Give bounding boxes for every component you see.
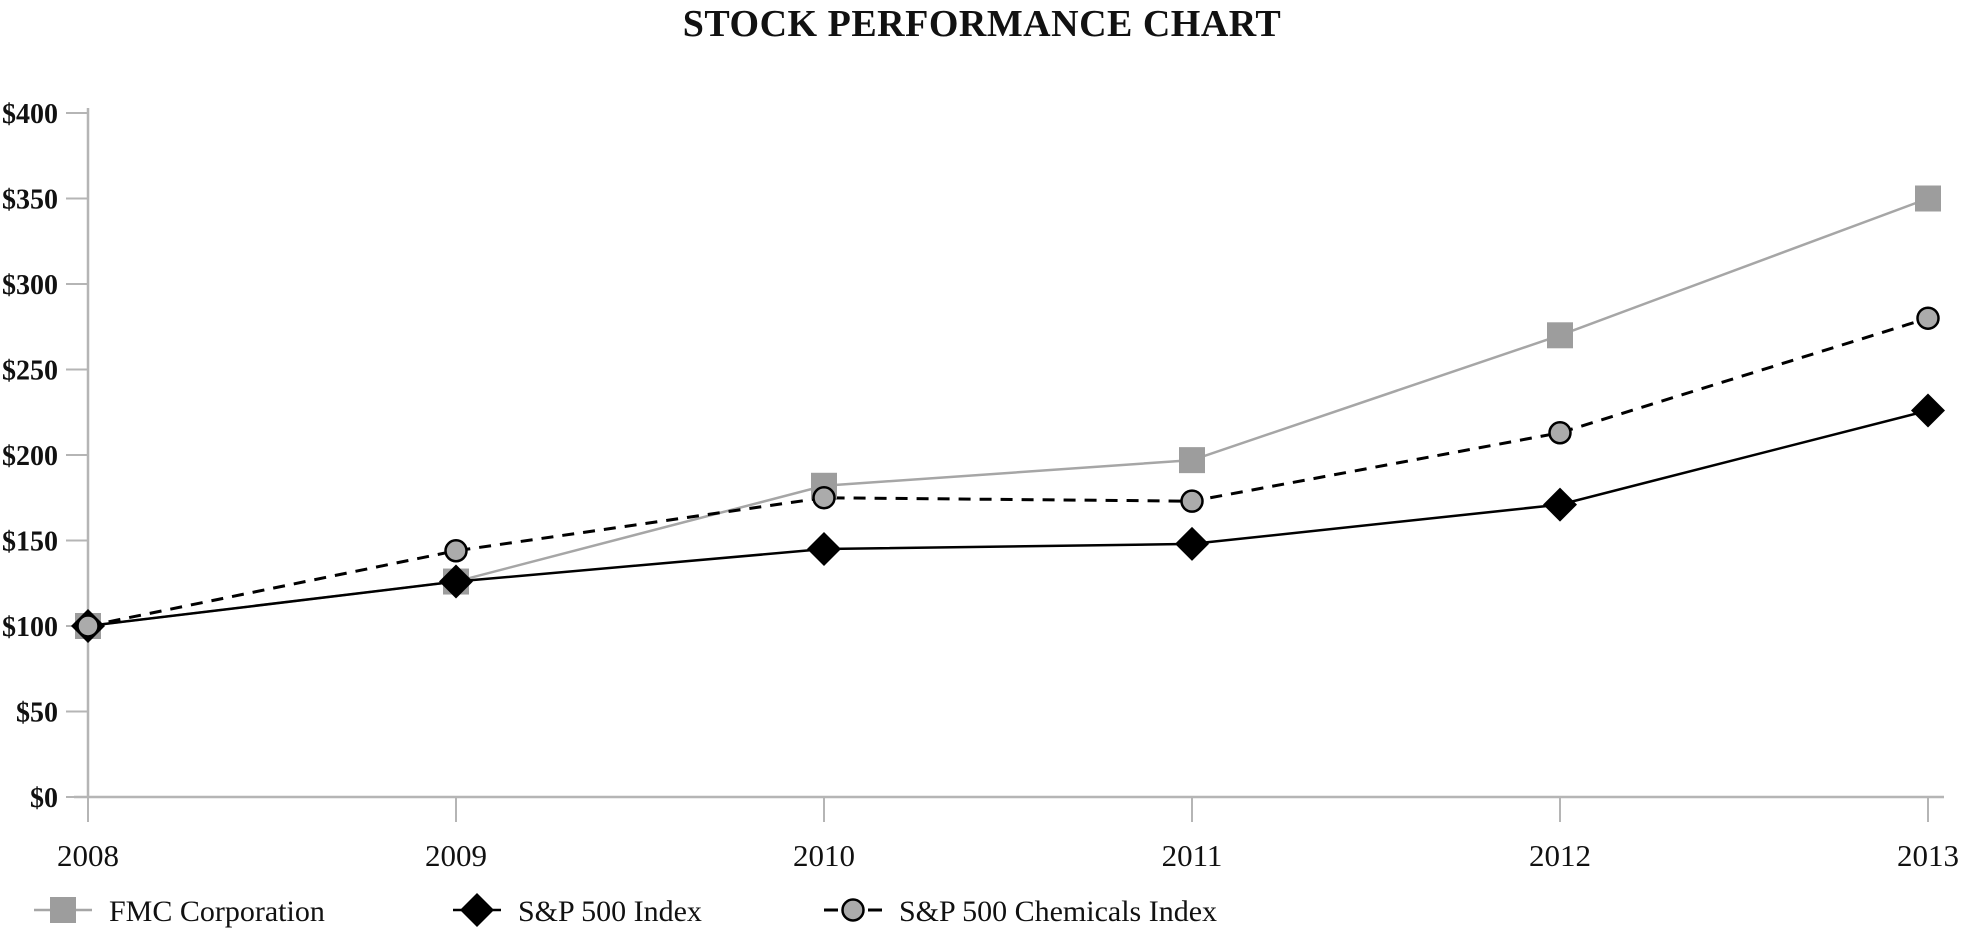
marker-diamond (439, 564, 473, 599)
x-tick-label: 2008 (57, 838, 119, 873)
x-tick-label: 2012 (1529, 838, 1591, 873)
x-tick-label: 2013 (1897, 838, 1959, 873)
x-tick-label: 2009 (425, 838, 487, 873)
marker-diamond (1175, 526, 1209, 561)
marker-diamond (1543, 487, 1577, 522)
y-tick-label: $100 (2, 612, 58, 643)
fmc-square-marker-icon (34, 891, 92, 934)
marker-diamond (1911, 393, 1945, 428)
y-tick-label: $400 (2, 99, 58, 130)
legend-item-sp500-index: S&P 500 Index (453, 891, 702, 934)
sp500-diamond-marker-icon (453, 891, 501, 934)
legend-marker-circle-icon (824, 897, 882, 922)
legend-item-sp500-chemicals-index: S&P 500 Chemicals Index (824, 893, 1217, 931)
y-tick-label: $200 (2, 441, 58, 472)
legend-label: FMC Corporation (109, 895, 325, 928)
marker-circle (444, 539, 468, 563)
x-tick-label: 2011 (1162, 838, 1223, 873)
legend-marker-diamond-icon (453, 892, 501, 927)
chart-title: STOCK PERFORMANCE CHART (682, 3, 1282, 45)
marker-square (50, 896, 76, 923)
sp500-chemicals-circle-marker-icon (824, 891, 882, 934)
series-line-s-p-500-chemicals-index (87, 316, 1929, 628)
y-tick-label: $350 (2, 185, 58, 216)
marker-circle (76, 614, 100, 638)
marker-square (1179, 447, 1205, 474)
marker-diamond (807, 532, 841, 567)
marker-circle (812, 486, 836, 510)
y-tick-label: $0 (30, 783, 58, 814)
y-tick-label: $250 (2, 356, 58, 387)
x-tick-label: 2010 (793, 838, 855, 873)
marker-diamond (460, 892, 494, 927)
marker-square (1547, 322, 1573, 349)
legend-item-fmc-corporation: FMC Corporation (34, 893, 325, 931)
legend-marker-square-icon (34, 896, 92, 923)
marker-square (1915, 185, 1941, 212)
marker-circle (1916, 306, 1940, 330)
marker-circle (1548, 421, 1572, 445)
legend-label: S&P 500 Index (518, 895, 702, 928)
legend-label: S&P 500 Chemicals Index (899, 895, 1218, 928)
marker-circle (1180, 489, 1204, 513)
y-tick-label: $50 (16, 698, 58, 729)
series-line-fmc-corporation (87, 197, 1929, 628)
series-line-s-p-500-index (87, 409, 1929, 628)
y-tick-label: $300 (2, 270, 58, 301)
y-tick-label: $150 (2, 527, 58, 558)
marker-circle (841, 897, 865, 922)
